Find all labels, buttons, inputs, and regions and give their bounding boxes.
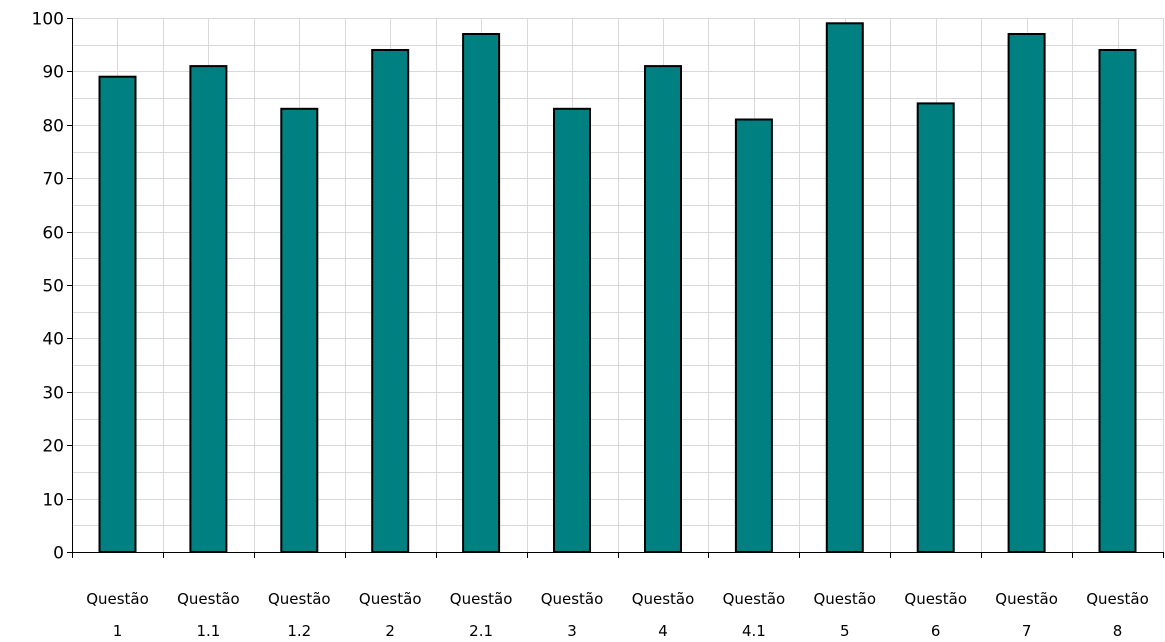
x-category-label: 8 [1113,622,1123,640]
x-category-label: 7 [1022,622,1032,640]
x-category-label: 2.1 [469,622,493,640]
x-category-label: Questão [723,590,786,608]
x-category-label: 6 [931,622,941,640]
x-category-label: Questão [541,590,604,608]
y-tick-label: 100 [32,10,64,30]
bar [1098,49,1137,553]
bar [280,107,319,554]
x-category-label: 4 [658,622,668,640]
x-category-label: 3 [567,622,577,640]
grid [72,18,1164,553]
x-category-label: 1.2 [287,622,311,640]
x-category-label: Questão [177,590,240,608]
y-tick-label: 50 [42,277,64,297]
bars [98,22,1137,554]
x-category-label: 1.1 [196,622,220,640]
y-tick-label: 0 [53,544,64,564]
x-category-label: Questão [268,590,331,608]
bar [189,65,228,553]
x-category-label: 2 [385,622,395,640]
bar [1007,33,1046,553]
x-category-label: Questão [1086,590,1149,608]
bar [734,118,773,553]
y-tick-label: 90 [42,63,64,83]
x-category-label: 4.1 [742,622,766,640]
bar [916,102,955,554]
bar [553,107,591,554]
y-axis-ticks: 0 10 20 30 40 50 60 70 80 90 100 [32,10,72,564]
y-tick-label: 20 [42,437,64,457]
x-axis-ticks: Questão 1 Questão 1.1 Questão 1.2 Questão 2 Ques… [72,552,1164,640]
x-category-label: Questão [904,590,967,608]
bar [98,75,137,553]
x-category-label: 1 [113,622,123,640]
y-tick-label: 80 [42,117,64,137]
bar [462,33,501,553]
y-tick-label: 60 [42,224,64,244]
y-tick-label: 40 [42,330,64,350]
bar [825,22,864,554]
bar [371,49,410,553]
x-category-label: Questão [995,590,1058,608]
y-tick-label: 30 [42,384,64,404]
x-category-label: Questão [813,590,876,608]
x-category-label: Questão [359,590,422,608]
x-category-label: Questão [86,590,149,608]
y-tick-label: 10 [42,491,64,511]
bar [644,65,682,553]
x-category-label: Questão [450,590,513,608]
x-category-label: Questão [632,590,695,608]
y-tick-label: 70 [42,170,64,190]
x-category-label: 5 [840,622,850,640]
